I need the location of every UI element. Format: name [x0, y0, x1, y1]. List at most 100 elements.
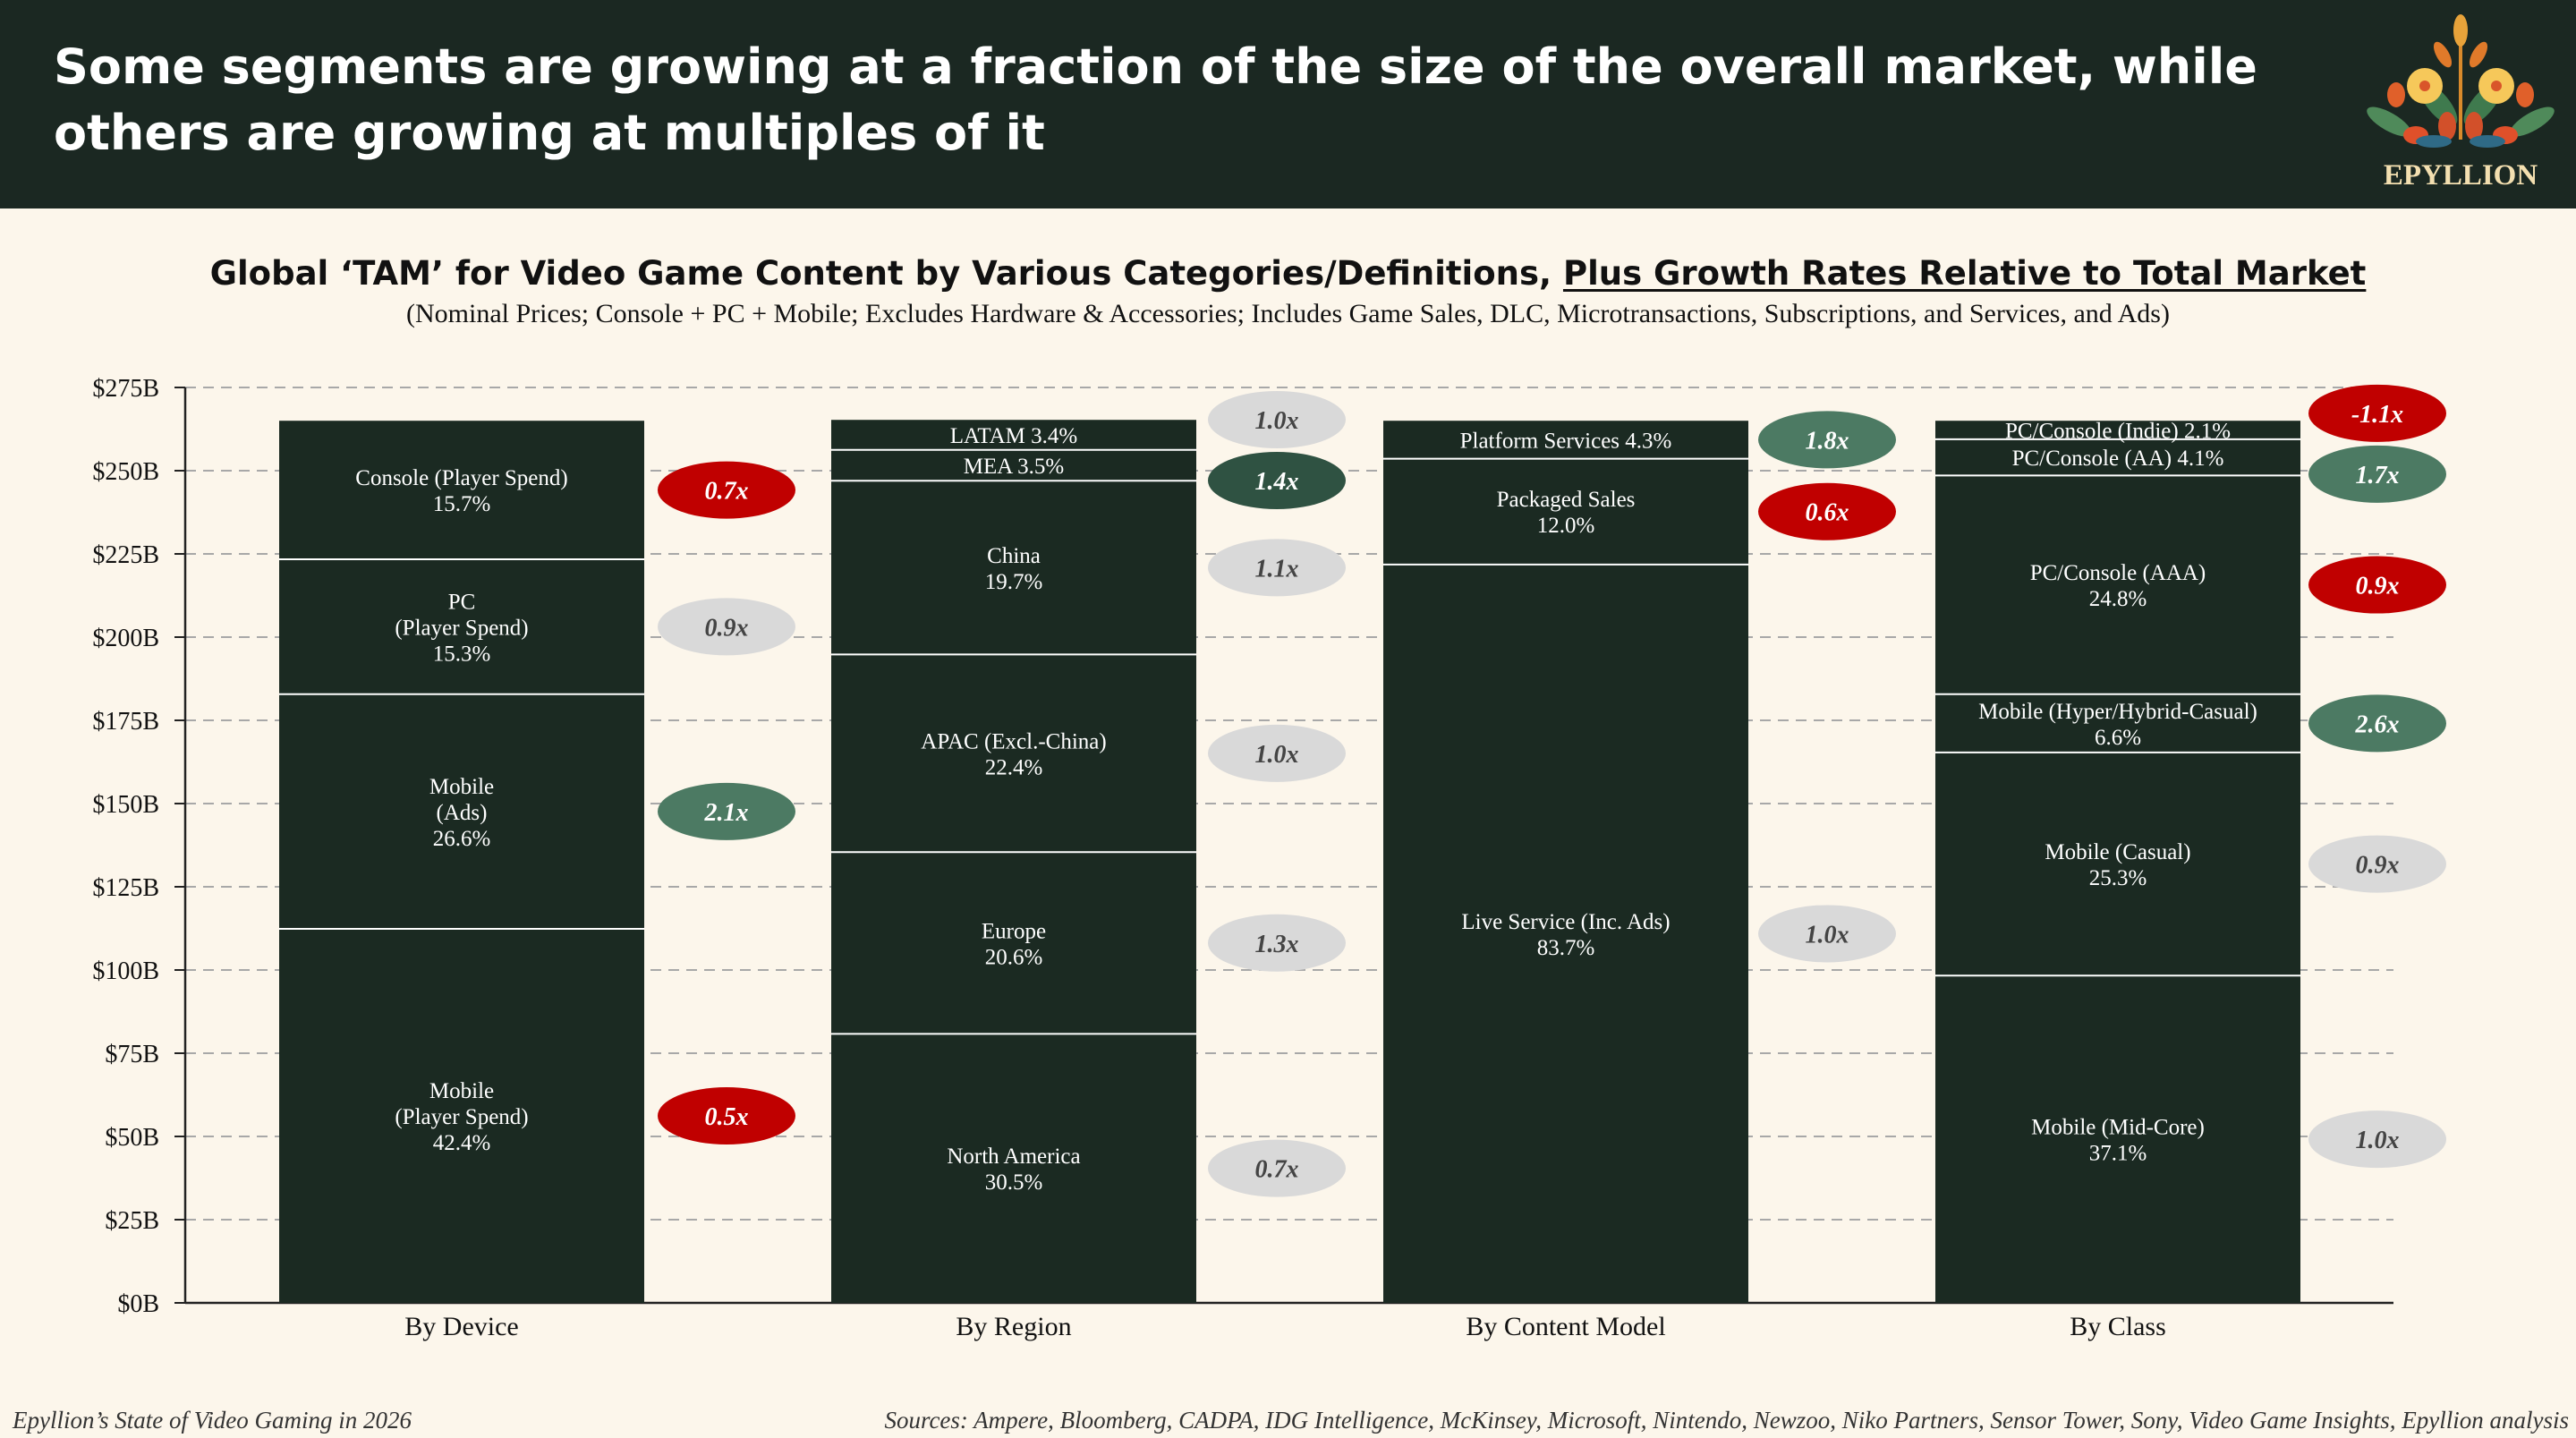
growth-badge [2308, 1110, 2446, 1169]
segment-label: MEA 3.5% [964, 455, 1065, 479]
page-title: Some segments are growing at a fraction … [54, 38, 2257, 161]
bar-segment [1935, 421, 2300, 439]
bar-segment [831, 420, 1196, 450]
bar-segment [279, 929, 644, 1303]
bar-segment [1935, 438, 2300, 476]
footer-sources: Sources: Ampere, Bloomberg, CADPA, IDG I… [884, 1407, 2569, 1434]
category-label: By Device [404, 1312, 518, 1341]
bar-segment [831, 1034, 1196, 1303]
growth-badge [1208, 539, 1346, 597]
segment-label: PC/Console (AA) 4.1% [2012, 447, 2224, 471]
growth-multiple: 1.3x [1255, 931, 1299, 958]
growth-multiple: -1.1x [2351, 401, 2403, 429]
chart-title: Global ‘TAM’ for Video Game Content by V… [0, 254, 2576, 293]
segment-label: Europe [982, 919, 1046, 943]
growth-badge [1208, 914, 1346, 972]
segment-label: 20.6% [985, 945, 1043, 969]
segment-label: (Ads) [437, 801, 488, 825]
header-banner: Some segments are growing at a fraction … [0, 0, 2576, 208]
segment-label: 24.8% [2089, 587, 2147, 611]
segment-label: PC [448, 590, 476, 614]
segment-label: Packaged Sales [1497, 488, 1636, 512]
y-tick-label: $250B [92, 458, 159, 486]
growth-badge [2308, 835, 2446, 893]
segment-label: Live Service (Inc. Ads) [1461, 910, 1670, 934]
segment-label: PC/Console (Indie) 2.1% [2005, 420, 2231, 444]
growth-multiple: 1.0x [1255, 741, 1299, 769]
growth-badge [1758, 411, 1896, 469]
bar-segment [831, 852, 1196, 1034]
y-tick-label: $275B [92, 375, 159, 403]
category-label: By Region [956, 1312, 1071, 1341]
bar-segment [279, 421, 644, 559]
growth-badge [658, 461, 795, 519]
growth-multiple: 0.7x [705, 478, 749, 506]
growth-multiple: 1.0x [1806, 921, 1849, 949]
growth-multiple: 1.0x [2356, 1127, 2400, 1154]
growth-multiple: 1.8x [1806, 427, 1849, 455]
segment-label: 6.6% [2095, 726, 2141, 750]
epyllion-logo: EPYLLION [2367, 14, 2555, 191]
growth-badge [1208, 451, 1346, 509]
y-tick-label: $0B [117, 1290, 159, 1318]
chart-title-underlined: Plus Growth Rates Relative to Total Mark… [1562, 254, 2367, 293]
growth-multiple: 0.9x [705, 614, 749, 642]
growth-badge [1208, 390, 1346, 448]
footer-report-name: Epyllion’s State of Video Gaming in 2026 [13, 1407, 412, 1434]
bar-segment [1383, 458, 1748, 565]
segment-label: North America [947, 1144, 1080, 1169]
y-tick-label: $100B [92, 957, 159, 985]
bar-segment [831, 481, 1196, 655]
y-tick-label: $200B [92, 625, 159, 652]
segment-label: Mobile (Mid-Core) [2031, 1116, 2205, 1140]
segment-label: (Player Spend) [395, 1105, 528, 1129]
chart-title-main: Global ‘TAM’ for Video Game Content by V… [209, 254, 1563, 293]
growth-badge [2308, 384, 2446, 442]
growth-multiple: 0.5x [705, 1103, 749, 1131]
growth-badge [2308, 445, 2446, 503]
segment-label: 26.6% [433, 827, 491, 851]
segment-label: Mobile (Hyper/Hybrid-Casual) [1978, 700, 2257, 724]
segment-label: 37.1% [2089, 1142, 2147, 1166]
segment-label: LATAM 3.4% [950, 424, 1077, 448]
y-tick-label: $225B [92, 541, 159, 569]
bar-segment [1383, 421, 1748, 459]
growth-multiple: 2.6x [2355, 710, 2400, 738]
segment-label: 12.0% [1537, 514, 1595, 538]
segment-label: 19.7% [985, 570, 1043, 594]
segment-label: Platform Services 4.3% [1460, 429, 1672, 453]
segment-label: 83.7% [1537, 936, 1595, 960]
segment-label: 25.3% [2089, 866, 2147, 890]
growth-multiple: 1.0x [1255, 407, 1299, 435]
bar-segment [279, 558, 644, 694]
growth-badge [1208, 724, 1346, 782]
growth-multiple: 0.7x [1255, 1156, 1299, 1184]
growth-badge [658, 1087, 795, 1145]
bar-segment [831, 654, 1196, 853]
growth-multiple: 1.4x [1255, 468, 1299, 496]
bar-segment [831, 449, 1196, 481]
y-tick-label: $175B [92, 708, 159, 736]
growth-multiple: 0.9x [2356, 573, 2400, 600]
bar-segment [279, 693, 644, 930]
y-tick-label: $50B [105, 1124, 159, 1152]
growth-multiple: 1.7x [2356, 462, 2400, 489]
segment-label: Console (Player Spend) [355, 466, 567, 490]
segment-label: Mobile [429, 775, 494, 799]
growth-multiple: 0.6x [1806, 499, 1849, 527]
category-label: By Content Model [1466, 1312, 1665, 1341]
growth-badge [1208, 1139, 1346, 1197]
logo-text: EPYLLION [2384, 159, 2538, 191]
growth-badge [658, 598, 795, 656]
bar-segment [1935, 975, 2300, 1303]
growth-badge [658, 782, 795, 840]
segment-label: 22.4% [985, 755, 1043, 779]
category-label: By Class [2070, 1312, 2166, 1341]
growth-badge [2308, 694, 2446, 753]
y-tick-label: $125B [92, 874, 159, 902]
segment-label: Mobile [429, 1079, 494, 1103]
y-tick-label: $75B [105, 1041, 159, 1068]
bar-segment [1935, 693, 2300, 753]
bar-segment [1383, 564, 1748, 1303]
